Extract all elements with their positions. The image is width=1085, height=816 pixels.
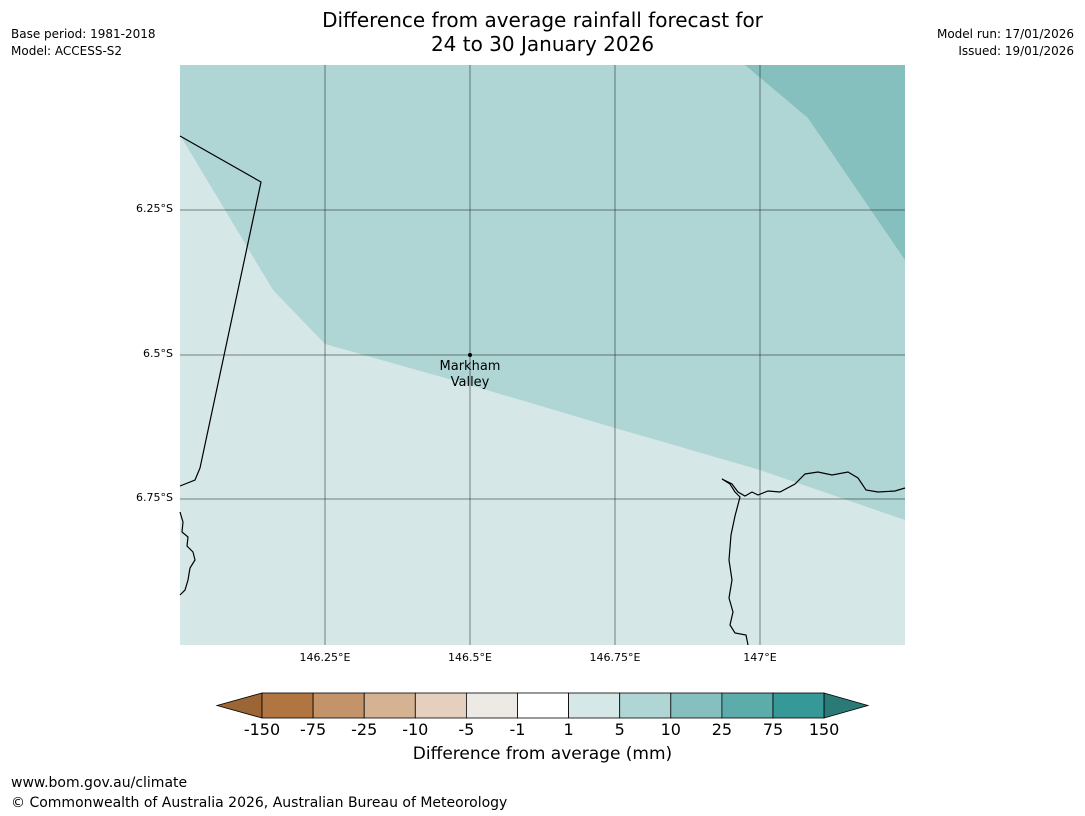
region-10-to-25mm xyxy=(745,65,905,260)
coast-east xyxy=(721,471,906,646)
colorbar-tick-label: -25 xyxy=(351,720,378,739)
footer-url: www.bom.gov.au/climate xyxy=(11,775,188,791)
place-label-line-2: Valley xyxy=(450,375,490,390)
meta-left: Base period: 1981-2018 Model: ACCESS-S2 xyxy=(11,26,156,60)
colorbar-tick-label: 150 xyxy=(808,720,840,739)
lon-label-146-75: 146.75°E xyxy=(589,651,641,664)
colorbar-tick-label: -5 xyxy=(458,720,475,739)
chart-title: Difference from average rainfall forecas… xyxy=(0,8,1085,56)
colorbar-tick-label: -75 xyxy=(300,720,327,739)
model-name: Model: ACCESS-S2 xyxy=(11,44,123,58)
base-period: Base period: 1981-2018 xyxy=(11,27,156,41)
lat-label-6-75: 6.75°S xyxy=(136,491,173,504)
border-line xyxy=(179,135,262,487)
coastline xyxy=(179,135,906,646)
region-5-to-10mm xyxy=(180,65,905,520)
colorbar-tick-label: -1 xyxy=(509,720,526,739)
place-marker xyxy=(468,353,472,357)
coast-west xyxy=(179,511,196,596)
lon-label-146-5: 146.5°E xyxy=(448,651,492,664)
colorbar-title: Difference from average (mm) xyxy=(412,744,673,764)
colorbar-tick-label: 10 xyxy=(660,720,681,739)
colorbar-tick-label: 1 xyxy=(563,720,574,739)
title-line-1: Difference from average rainfall forecas… xyxy=(322,8,763,32)
lat-label-6-5: 6.5°S xyxy=(143,347,173,360)
colorbar-tick-label: -10 xyxy=(402,720,429,739)
colorbar-tick-label: -150 xyxy=(243,720,281,739)
colorbar-tick-label: 25 xyxy=(711,720,733,739)
map-fill xyxy=(180,65,905,645)
colorbar-tick-label: 5 xyxy=(614,720,625,739)
title-line-2: 24 to 30 January 2026 xyxy=(430,32,655,56)
colorbar-tick-label: 75 xyxy=(762,720,784,739)
lon-label-147: 147°E xyxy=(743,651,777,664)
lat-label-6-25: 6.25°S xyxy=(136,202,173,215)
meta-right: Model run: 17/01/2026 Issued: 19/01/2026 xyxy=(937,26,1074,60)
place-label-line-1: Markham xyxy=(439,359,501,374)
model-run: Model run: 17/01/2026 xyxy=(936,27,1074,41)
footer-copyright: © Commonwealth of Australia 2026, Austra… xyxy=(11,795,508,811)
lon-label-146-25: 146.25°E xyxy=(299,651,351,664)
place-label: Markham Valley xyxy=(420,359,520,391)
issued-date: Issued: 19/01/2026 xyxy=(958,44,1074,58)
